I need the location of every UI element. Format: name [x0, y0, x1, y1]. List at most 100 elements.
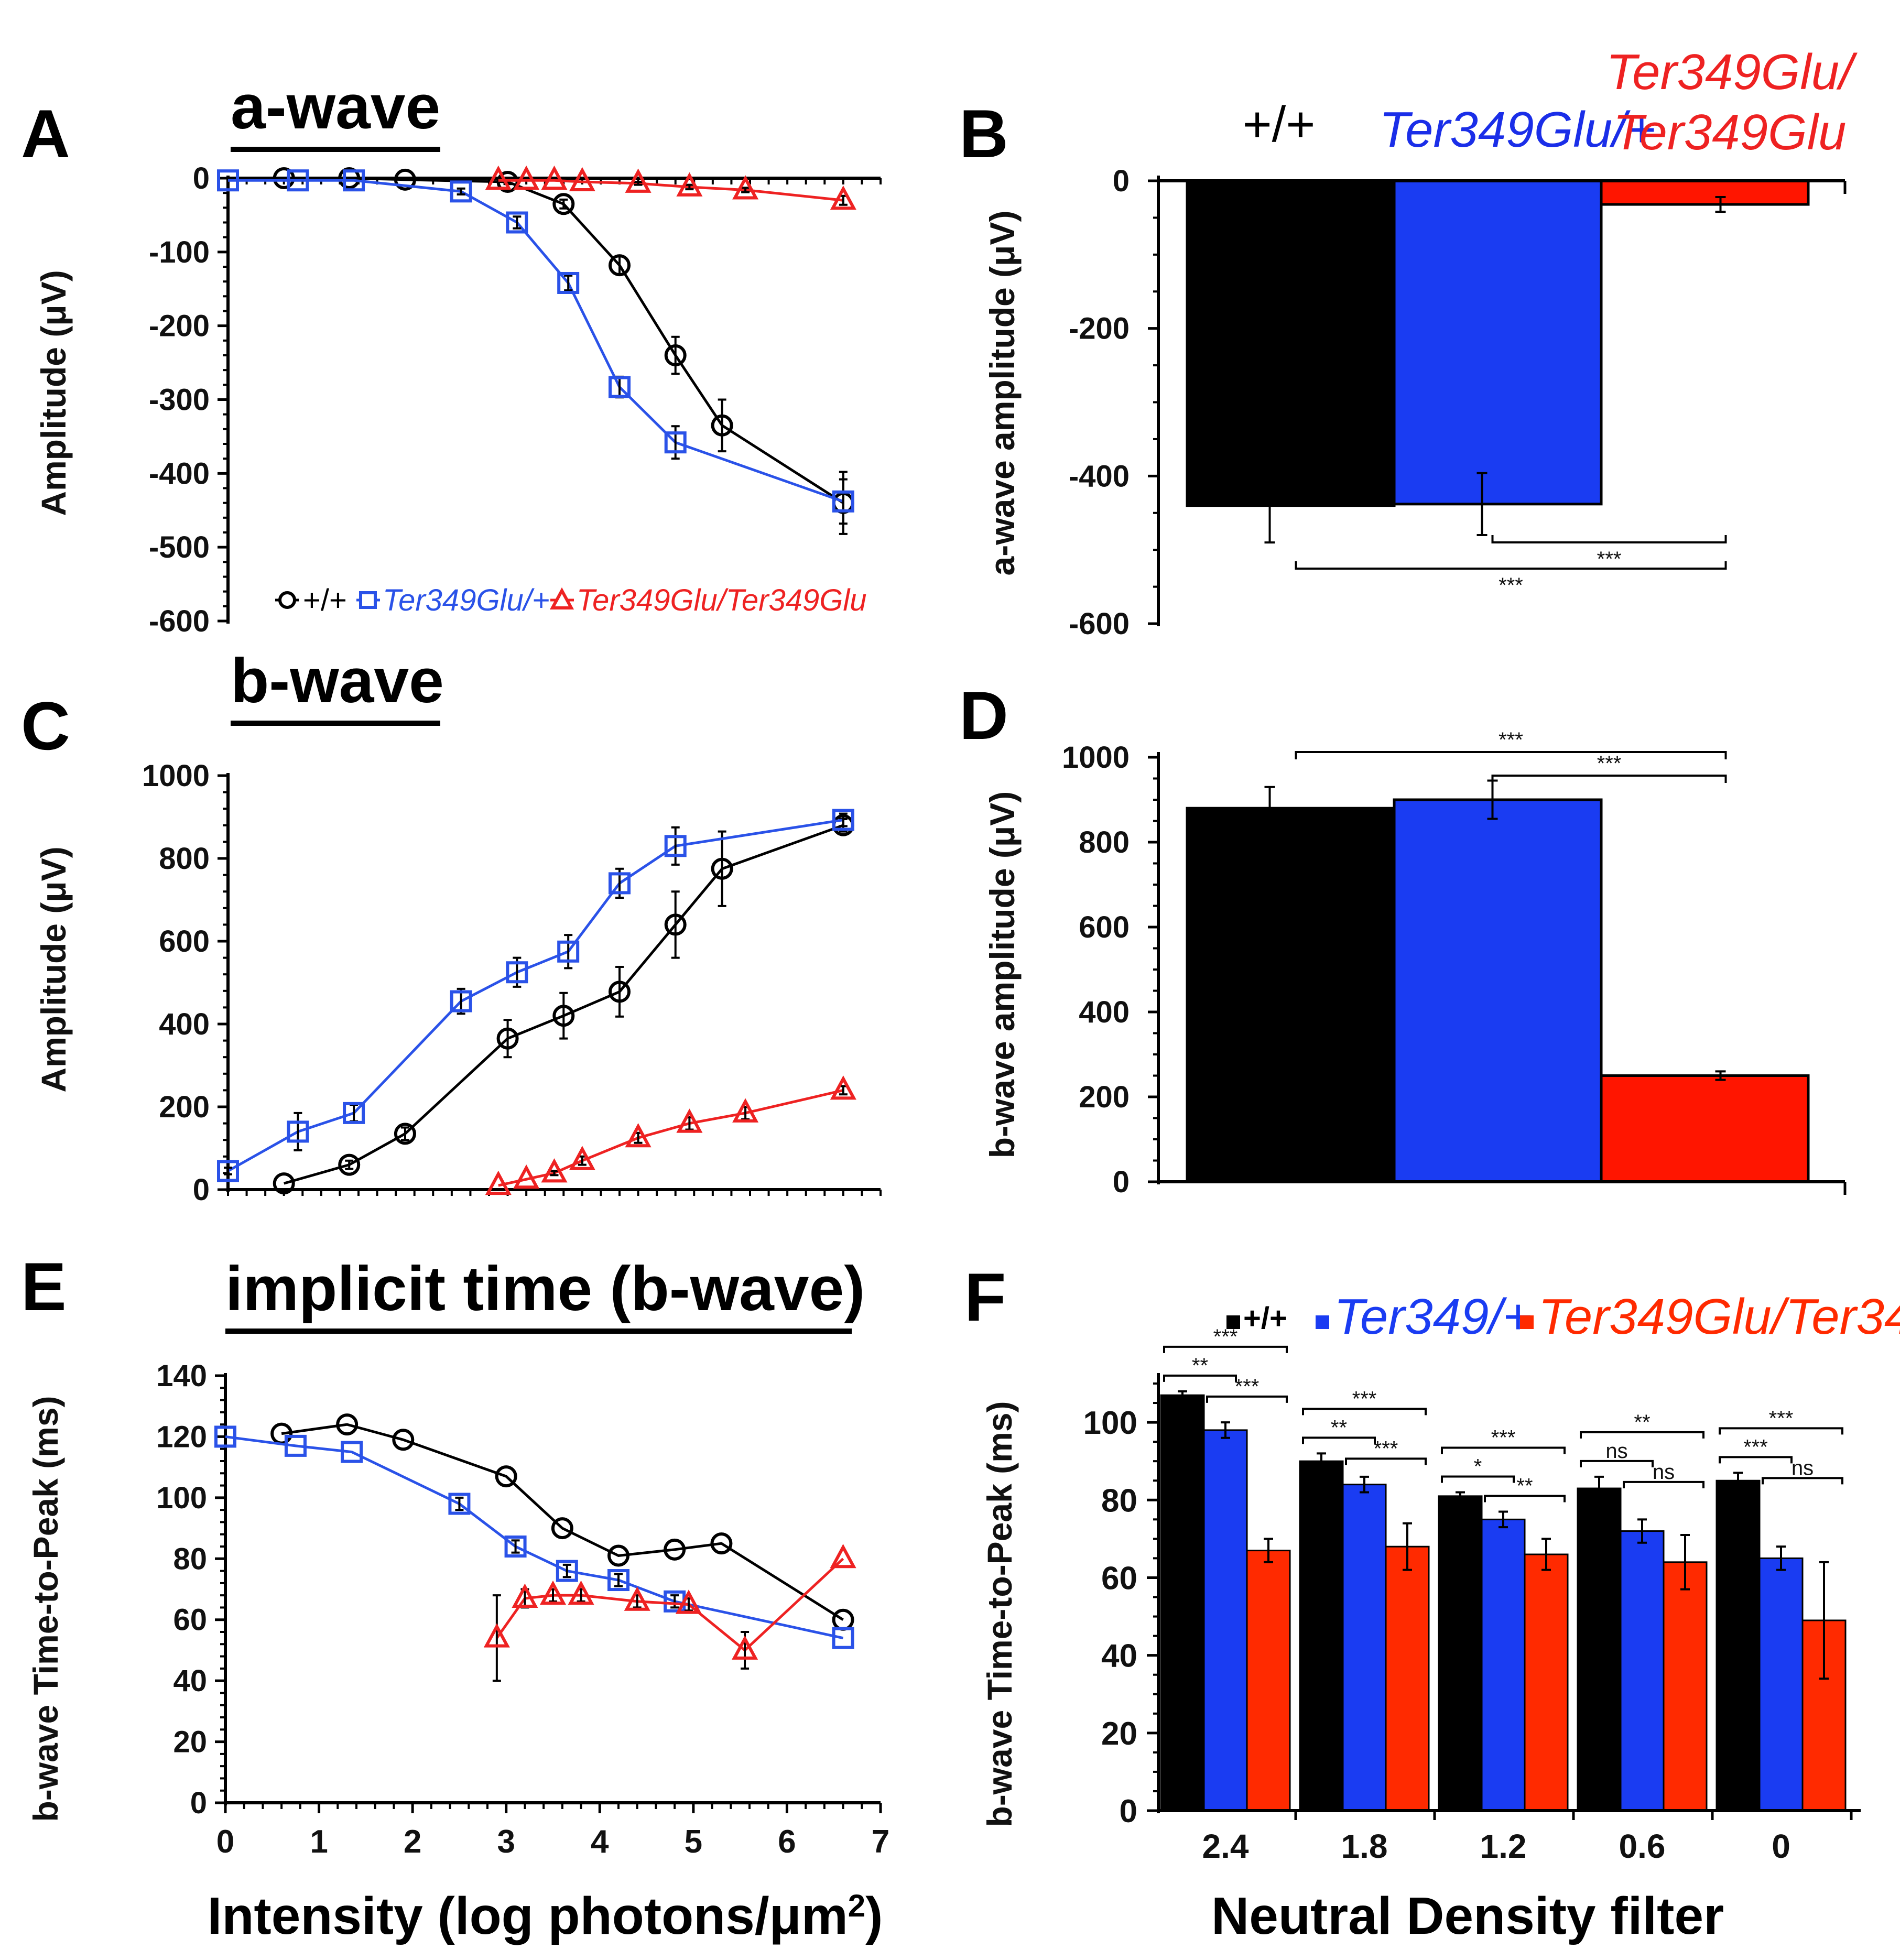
square-marker [448, 1493, 471, 1515]
legend-f-het-swatch [1316, 1315, 1329, 1329]
y-tick-label: -600 [1069, 607, 1130, 641]
legend-f-het-label: Ter349/+ [1334, 1289, 1532, 1345]
square-marker [284, 1434, 307, 1457]
square-marker [450, 990, 472, 1012]
significance-bracket [1163, 1374, 1237, 1382]
bar-1 [1393, 179, 1603, 506]
circle-marker [664, 344, 687, 366]
significance-label: * [1474, 1455, 1482, 1478]
series-line-0 [281, 1423, 844, 1621]
x-tick-label: 1.8 [1341, 1827, 1388, 1865]
square-marker [609, 872, 631, 895]
square-marker [664, 431, 687, 454]
y-tick-label: 400 [159, 1007, 210, 1041]
significance-label: *** [1213, 1325, 1238, 1348]
legend-a-het-marker [359, 591, 377, 609]
header-b-wt: +/+ [1243, 96, 1316, 153]
triangle-marker [513, 165, 540, 190]
circle-marker [609, 981, 631, 1003]
significance-label: *** [1597, 548, 1622, 571]
panel-label-e: E [21, 1248, 67, 1325]
square-marker [609, 376, 631, 398]
legend-f-wt-label: +/+ [1243, 1301, 1287, 1335]
y-tick-label: -400 [1069, 459, 1130, 493]
y-tick-label: 0 [193, 1173, 210, 1207]
triangle-marker [512, 1583, 538, 1608]
x-tick-label: 5 [685, 1824, 702, 1860]
triangle-marker [830, 1543, 856, 1569]
x-tick-label: 1 [310, 1824, 328, 1860]
triangle-marker [485, 1170, 512, 1195]
plot-layer: 0-100-200-300-400-500-600020040060080010… [142, 161, 1861, 1865]
plot-e: 0 20 40 60 80 100 120 140 0 1 2 3 4 5 6 7 [156, 1359, 889, 1860]
triangle-marker [625, 168, 652, 193]
circle-marker [710, 1532, 733, 1555]
bar-3-2 [1663, 1561, 1708, 1812]
ylabel-e: b-wave Time-to-Peak (ms) [26, 1396, 65, 1822]
bar-0-2 [1246, 1550, 1291, 1812]
y-tick-label: -400 [149, 456, 210, 491]
bar-1-0 [1299, 1460, 1344, 1812]
circle-marker [392, 1429, 415, 1451]
circle-marker [496, 1027, 519, 1050]
triangle-marker [675, 1589, 702, 1614]
x-tick-label: 0.6 [1619, 1827, 1666, 1865]
circle-marker [552, 193, 575, 215]
ylabel-c: Amplitude (μV) [34, 846, 73, 1092]
xlabel-e-sup: 2 [848, 1888, 865, 1923]
square-marker [343, 169, 365, 192]
square-marker [217, 1160, 239, 1182]
bar-2 [1600, 179, 1810, 206]
significance-label: ns [1792, 1456, 1814, 1479]
triangle-marker [625, 1123, 652, 1148]
square-marker [341, 1441, 363, 1463]
y-tick-label: 200 [1079, 1080, 1130, 1114]
bar-4-1 [1758, 1557, 1804, 1812]
plot-a: 0 -100 -200 -300 -400 -500 -600 [149, 161, 882, 638]
significance-label: ns [1605, 1440, 1627, 1463]
circle-marker [664, 913, 687, 936]
triangle-marker [830, 185, 856, 210]
square-marker [832, 490, 854, 513]
circle-marker [338, 167, 361, 189]
significance-bracket [1623, 1480, 1704, 1488]
significance-label: ** [1192, 1354, 1208, 1377]
legend-f: +/+ Ter349/+ Ter349Glu/Ter349Glu [1226, 1289, 1900, 1345]
bar-2-2 [1524, 1553, 1569, 1812]
y-tick-label: 100 [1083, 1405, 1137, 1441]
triangle-marker [568, 1580, 594, 1605]
triangle-marker [624, 1586, 650, 1611]
y-tick-label: 800 [159, 842, 210, 876]
circle-marker [394, 168, 416, 191]
y-tick-label: -600 [149, 604, 210, 638]
significance-label: *** [1743, 1435, 1768, 1458]
y-tick-label: 60 [173, 1603, 207, 1637]
series-line-0 [284, 177, 844, 504]
significance-label: *** [1374, 1437, 1398, 1460]
significance-bracket [1719, 1427, 1843, 1435]
significance-bracket [1719, 1456, 1793, 1464]
y-tick-label: 80 [1101, 1483, 1137, 1519]
title-a-wave: a-wave [231, 72, 440, 142]
y-tick-label: -500 [149, 530, 210, 564]
plot-b: 0 -200 -400 -600 *** *** [1069, 164, 1847, 641]
xlabel-e-main: Intensity (log photons/μm [208, 1887, 848, 1945]
series-line-1 [228, 179, 844, 503]
bar-0-0 [1160, 1394, 1205, 1812]
legend-f-wt-swatch [1226, 1315, 1240, 1329]
circle-marker [273, 167, 295, 189]
square-marker [556, 1560, 578, 1582]
y-tick-label: 1000 [1062, 741, 1130, 775]
significance-bracket [1484, 1495, 1566, 1502]
significance-bracket [1345, 1457, 1427, 1465]
y-tick-label: 800 [1079, 825, 1130, 859]
significance-bracket [1295, 561, 1727, 570]
y-tick-label: 100 [156, 1481, 207, 1515]
plot-c: 0 200 400 600 800 1000 [142, 759, 882, 1207]
circle-marker [273, 1172, 295, 1195]
significance-label: *** [1352, 1387, 1377, 1410]
legend-f-hom-label: Ter349Glu/Ter349Glu [1538, 1289, 1900, 1345]
legend-a-hom-label: Ter349Glu/Ter349Glu [577, 583, 867, 617]
y-tick-label: 20 [173, 1725, 207, 1759]
